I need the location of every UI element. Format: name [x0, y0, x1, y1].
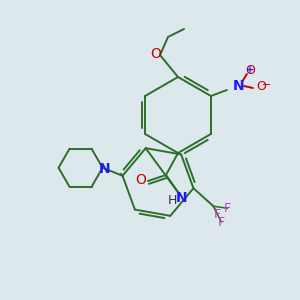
- Text: F: F: [218, 216, 225, 229]
- Text: F: F: [224, 202, 231, 215]
- Text: N: N: [99, 162, 110, 176]
- Text: +: +: [246, 65, 254, 75]
- Text: O: O: [136, 173, 146, 187]
- Text: O: O: [151, 47, 161, 61]
- Text: N: N: [176, 191, 188, 205]
- Text: H: H: [167, 194, 177, 206]
- Text: N: N: [233, 79, 245, 93]
- Text: F: F: [214, 208, 221, 221]
- Text: O: O: [256, 80, 266, 94]
- Text: −: −: [262, 80, 272, 90]
- Text: O: O: [245, 64, 255, 76]
